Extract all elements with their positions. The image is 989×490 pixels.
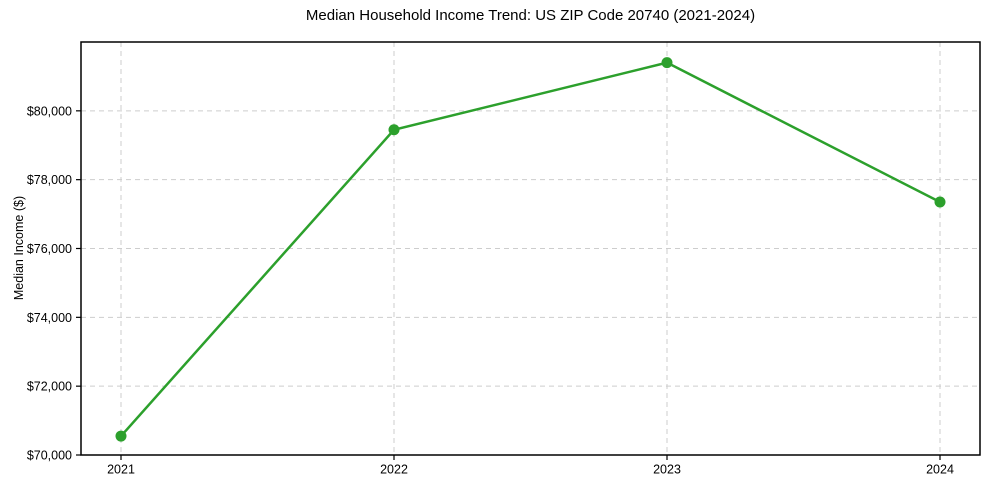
x-tick-label: 2024 <box>926 463 954 477</box>
y-tick-label: $72,000 <box>27 380 72 394</box>
y-tick-label: $74,000 <box>27 311 72 325</box>
y-tick-label: $70,000 <box>27 449 72 463</box>
data-point-2023 <box>661 57 673 69</box>
y-tick-label: $80,000 <box>27 104 72 118</box>
x-tick-label: 2022 <box>380 463 408 477</box>
x-tick-label: 2021 <box>107 463 135 477</box>
data-point-2022 <box>388 124 400 136</box>
data-point-2024 <box>934 196 946 208</box>
y-tick-label: $78,000 <box>27 173 72 187</box>
y-tick-label: $76,000 <box>27 242 72 256</box>
x-tick-label: 2023 <box>653 463 681 477</box>
axes-spines <box>80 41 981 456</box>
trend-line <box>119 61 942 438</box>
chart-title: Median Household Income Trend: US ZIP Co… <box>305 7 756 24</box>
data-point-2021 <box>115 430 127 442</box>
